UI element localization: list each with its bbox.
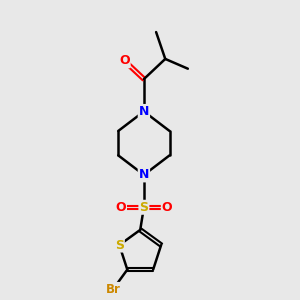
Text: O: O (116, 201, 126, 214)
Text: Br: Br (106, 283, 120, 296)
Text: S: S (115, 238, 124, 251)
Text: N: N (139, 168, 149, 182)
Text: O: O (119, 54, 130, 67)
Text: S: S (140, 201, 148, 214)
Text: O: O (162, 201, 172, 214)
Text: N: N (139, 105, 149, 118)
